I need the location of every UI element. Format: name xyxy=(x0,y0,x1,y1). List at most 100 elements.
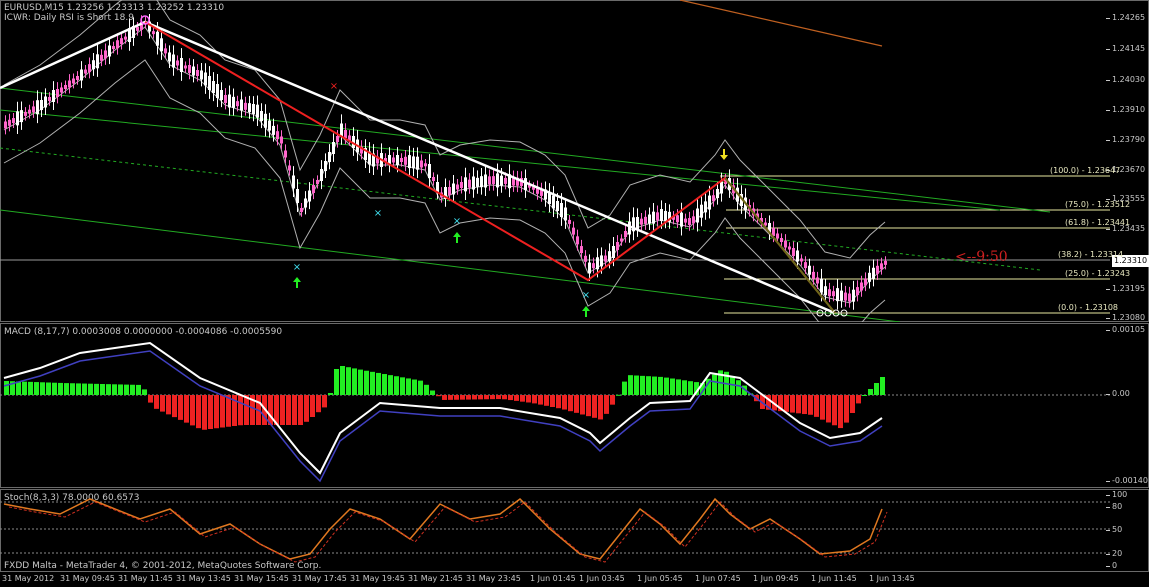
candle-body xyxy=(840,290,843,301)
zigzag-olive xyxy=(724,177,836,314)
candle-body xyxy=(200,70,203,80)
candle-body xyxy=(504,177,507,184)
macd-histogram-bar xyxy=(658,376,663,395)
candle-body xyxy=(404,156,407,165)
stoch-signal-line xyxy=(8,501,888,563)
macd-histogram-bar xyxy=(334,369,339,395)
candle-body xyxy=(508,174,511,189)
macd-histogram-bar xyxy=(766,395,771,410)
macd-histogram-bar xyxy=(826,395,831,423)
macd-histogram-bar xyxy=(448,395,453,400)
candle-body xyxy=(312,185,315,193)
macd-histogram-bar xyxy=(496,395,501,400)
candle-body xyxy=(600,255,603,267)
stochastic-chart xyxy=(0,497,1110,563)
candle-body xyxy=(568,219,571,224)
current-price-label: 1.23310 xyxy=(1112,255,1149,267)
candle-body xyxy=(852,289,855,302)
fib-level-label: (100.0) - 1.23647 xyxy=(1050,166,1121,175)
macd-histogram-bar xyxy=(586,395,591,417)
candle-body xyxy=(156,31,159,46)
candle-body xyxy=(260,111,263,121)
stochastic-pane[interactable] xyxy=(0,489,1149,572)
candle-body xyxy=(68,80,71,88)
macd-histogram-bar xyxy=(370,371,375,395)
macd-histogram-bar xyxy=(88,383,93,395)
candle-body xyxy=(368,151,371,165)
candle-body xyxy=(576,236,579,245)
candle-body xyxy=(140,21,143,30)
macd-histogram-bar xyxy=(844,395,849,423)
macd-histogram-bar xyxy=(424,384,429,395)
candle-body xyxy=(396,155,399,165)
candle-body xyxy=(556,201,559,211)
bollinger-upper xyxy=(3,0,886,259)
candle-body xyxy=(164,48,167,54)
stoch-label: Stoch(8,3,3) 78.0000 60.6573 xyxy=(4,493,140,503)
candle-body xyxy=(332,142,335,154)
candle-body xyxy=(232,96,235,108)
macd-histogram-bar xyxy=(280,395,285,425)
candle-body xyxy=(184,65,187,69)
macd-histogram-bar xyxy=(274,395,279,425)
macd-histogram-bar xyxy=(94,383,99,395)
macd-histogram-bar xyxy=(514,395,519,401)
candle-body xyxy=(740,194,743,206)
macd-histogram-bar xyxy=(502,395,507,400)
candle-body xyxy=(308,190,311,202)
trend-line-orange xyxy=(679,0,883,47)
candle-body xyxy=(412,156,415,169)
candle-body xyxy=(480,176,483,188)
macd-histogram-bar xyxy=(346,367,351,395)
macd-histogram-bar xyxy=(556,395,561,409)
macd-histogram-bar xyxy=(316,395,321,413)
candle-body xyxy=(756,213,759,219)
candle-body xyxy=(148,21,151,32)
macd-histogram-bar xyxy=(484,395,489,400)
macd-histogram-bar xyxy=(442,395,447,400)
signal-x-cyan: × xyxy=(374,208,382,219)
bollinger-mid xyxy=(3,26,886,304)
candle-body xyxy=(16,111,19,126)
candle-body xyxy=(100,54,103,61)
candle-body xyxy=(392,157,395,163)
zigzag-circle-icon xyxy=(816,309,824,317)
candle-body xyxy=(20,110,23,123)
macd-histogram-bar xyxy=(148,395,153,403)
candle-body xyxy=(860,282,863,291)
platform-copyright: FXDD Malta - MetaTrader 4, © 2001-2012, … xyxy=(4,561,322,571)
candle-body xyxy=(560,203,563,217)
macd-histogram-bar xyxy=(832,395,837,426)
macd-histogram-bar xyxy=(820,395,825,420)
time-tick: 1 Jun 01:45 xyxy=(530,574,576,583)
candle-body xyxy=(456,184,459,190)
sell-arrow-icon xyxy=(720,149,728,160)
candle-body xyxy=(580,246,583,254)
candle-body xyxy=(680,212,683,227)
candle-body xyxy=(40,100,43,110)
macd-histogram-bar xyxy=(460,395,465,400)
macd-label: MACD (8,17,7) 0.0003008 0.0000000 -0.000… xyxy=(4,327,283,337)
macd-histogram-bar xyxy=(802,395,807,415)
candle-body xyxy=(800,258,803,262)
macd-histogram-bar xyxy=(52,382,57,395)
time-tick: 1 Jun 13:45 xyxy=(869,574,915,583)
time-tick: 31 May 13:45 xyxy=(176,574,231,583)
candle-body xyxy=(408,155,411,169)
macd-histogram-bar xyxy=(418,380,423,395)
candle-body xyxy=(496,173,499,188)
candle-body xyxy=(684,218,687,223)
candle-body xyxy=(628,221,631,235)
candle-body xyxy=(136,26,139,31)
macd-histogram-bar xyxy=(190,395,195,426)
price-tick: 1.24030 xyxy=(1105,75,1146,84)
candle-body xyxy=(112,46,115,50)
candle-body xyxy=(724,179,727,184)
candle-body xyxy=(24,111,27,116)
macd-histogram-bar xyxy=(136,384,141,395)
fib-level-label: (75.0) - 1.23512 xyxy=(1065,200,1131,209)
price-tick: 1.23555 xyxy=(1105,194,1146,203)
macd-histogram-bar xyxy=(364,370,369,395)
price-chart-pane[interactable] xyxy=(0,0,1149,322)
candle-body xyxy=(584,255,587,262)
